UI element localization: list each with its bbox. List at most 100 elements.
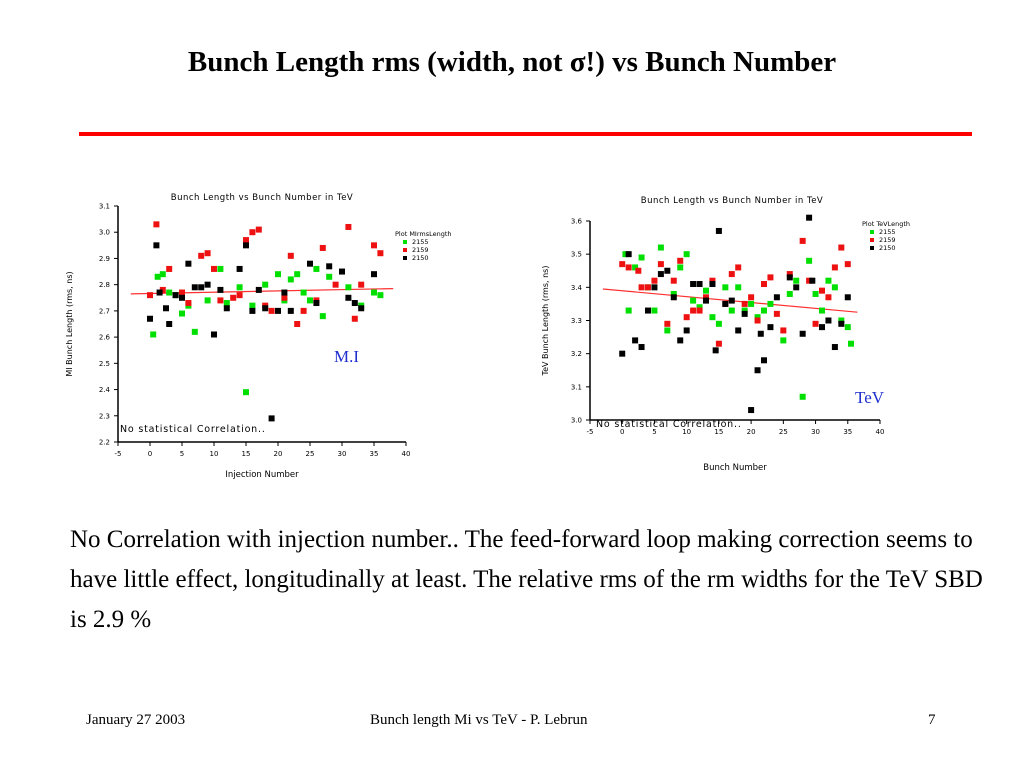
mi-label: M.I — [334, 347, 360, 366]
data-point — [351, 315, 358, 322]
data-point — [255, 286, 262, 293]
x-tick-label: 15 — [242, 450, 251, 458]
footer-page-number: 7 — [928, 712, 936, 728]
data-point — [204, 297, 211, 304]
data-point — [767, 300, 774, 307]
data-point — [715, 340, 722, 347]
data-point — [657, 244, 664, 251]
data-point — [262, 305, 269, 312]
legend-marker — [870, 230, 874, 234]
data-point — [294, 271, 301, 278]
chart-0: -5 0 5 10 15 20 25 30 35 40 2.2 2.3 2.4 2.5 2.6 2.7 2.8 2… — [65, 193, 452, 480]
data-point — [191, 284, 198, 291]
legend-marker — [870, 246, 874, 250]
data-point — [741, 307, 748, 314]
data-point — [780, 337, 787, 344]
data-point — [696, 281, 703, 288]
data-point — [703, 287, 709, 294]
annotation-text: No statistical Correlation.. — [120, 424, 266, 435]
data-point — [819, 324, 825, 331]
data-point — [651, 307, 658, 314]
data-point — [748, 407, 755, 414]
data-point — [287, 276, 294, 283]
data-point — [307, 297, 313, 304]
data-point — [645, 284, 651, 291]
data-point — [371, 289, 377, 296]
data-point — [722, 300, 729, 307]
data-point — [651, 277, 658, 284]
chart-1: -5 0 5 10 15 20 25 30 35 40 3.0 3.1 3.2 3.3 3.4 3.5 3.6 B… — [541, 196, 910, 473]
data-point — [300, 289, 307, 296]
data-point — [619, 261, 626, 268]
data-point — [211, 331, 217, 338]
data-point — [243, 242, 249, 249]
data-point — [786, 290, 793, 297]
data-point — [825, 294, 832, 301]
data-point — [690, 281, 697, 288]
x-tick-label: 25 — [779, 428, 788, 436]
data-point — [191, 328, 198, 335]
data-point — [243, 237, 249, 244]
data-point — [255, 226, 262, 233]
y-tick-label: 3.0 — [99, 229, 110, 237]
y-tick-label: 3.6 — [571, 218, 583, 226]
x-tick-label: 5 — [180, 450, 184, 458]
x-tick-label: -5 — [587, 428, 594, 436]
data-point — [825, 317, 832, 324]
data-point — [683, 327, 690, 334]
data-point — [728, 307, 735, 314]
data-point — [728, 271, 735, 278]
data-point — [632, 264, 639, 271]
data-point — [147, 315, 153, 322]
x-tick-label: 30 — [811, 428, 820, 436]
data-point — [761, 357, 767, 364]
data-point — [345, 294, 352, 301]
data-point — [163, 305, 169, 312]
data-point — [709, 277, 716, 284]
data-point — [204, 281, 211, 288]
data-point — [645, 307, 651, 314]
x-tick-label: 10 — [682, 428, 691, 436]
chart-title: Bunch Length vs Bunch Number in TeV — [171, 193, 354, 203]
y-axis-label: MI Bunch Length (rms, ns) — [65, 271, 74, 376]
data-point — [358, 281, 365, 288]
data-point — [159, 286, 166, 293]
y-tick-label: 2.6 — [99, 334, 111, 342]
data-point — [638, 254, 645, 261]
data-point — [735, 327, 742, 334]
data-point — [159, 271, 166, 278]
legend-label: 2155 — [879, 228, 896, 236]
data-point — [677, 257, 684, 264]
data-point — [812, 290, 819, 297]
data-point — [287, 307, 294, 314]
tev-label: TeV — [855, 388, 885, 407]
x-tick-label: 10 — [210, 450, 219, 458]
data-point — [696, 304, 703, 311]
data-point — [838, 320, 845, 327]
y-tick-label: 2.9 — [99, 255, 110, 263]
data-point — [230, 294, 237, 301]
data-point — [677, 337, 684, 344]
data-point — [185, 300, 192, 307]
data-point — [154, 273, 161, 280]
data-point — [281, 289, 288, 296]
data-point — [748, 294, 755, 301]
data-point — [377, 250, 384, 257]
data-point — [709, 314, 716, 321]
y-tick-label: 2.3 — [99, 412, 110, 420]
data-point — [741, 310, 748, 317]
data-point — [166, 265, 173, 272]
data-point — [179, 310, 185, 317]
data-point — [236, 265, 243, 272]
data-point — [664, 327, 671, 334]
data-point — [319, 313, 326, 320]
data-point — [657, 261, 664, 268]
data-point — [625, 251, 632, 258]
data-point — [371, 271, 377, 278]
y-tick-label: 3.3 — [571, 317, 582, 325]
data-point — [786, 271, 793, 278]
y-tick-label: 3.1 — [571, 383, 582, 391]
data-point — [313, 300, 320, 307]
data-point — [735, 284, 742, 291]
